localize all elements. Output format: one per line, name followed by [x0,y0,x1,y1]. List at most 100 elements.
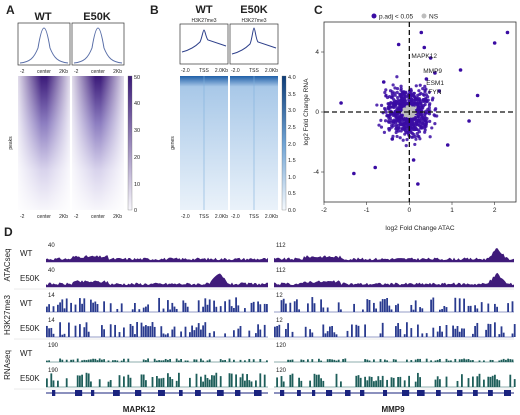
track-bar [300,380,303,387]
panel-d-gene-mmp9: MMP9 [381,405,405,414]
panel-a-tick-wt-2: 2Kb [59,69,68,75]
track-bar [445,307,448,312]
track-bar [419,377,421,387]
panel-c-sig-point [398,136,402,140]
track-bar [116,308,119,312]
gene-model-exon [217,390,224,396]
panel-b-sublabel-wt: H3K27me3 [191,18,216,24]
panel-c-sig-point [397,99,401,103]
track-bar [366,380,369,387]
track-bar [313,303,316,312]
track-bar [463,328,465,337]
track-bar [202,325,204,337]
track-bar [204,374,207,387]
panel-c-sig-point [416,182,420,186]
panel-c-sig-point [383,90,387,95]
track-bar [109,380,112,387]
gene-model-exon [326,390,333,396]
track-bar [390,377,393,387]
track-bar [513,324,516,337]
track-bar [458,298,461,312]
panel-c-sig-point [379,103,384,108]
panel-c-sig-point [373,165,378,170]
track-bar [478,360,481,362]
track-bar [182,300,185,312]
track-bar [461,359,463,362]
track-bar [169,358,171,362]
track-bar [158,297,160,312]
track-bar [487,323,490,337]
track-bar [118,375,121,387]
panel-c-sig-point [416,93,420,97]
panel-c-sig-point [427,106,431,110]
gene-model-exon [135,390,142,396]
track-bar [333,332,336,337]
track-bar [200,358,202,362]
track-bar [63,333,66,337]
track-bar [83,327,86,337]
track-bar [224,301,226,312]
panel-a-cbar-tick-4: 10 [134,182,140,188]
track-bar [90,359,92,362]
panel-c-sig-point [416,114,421,118]
panel-c-sig-point [395,128,399,133]
track-bar [458,331,461,337]
track-bar [320,378,322,387]
track-bar [472,333,474,337]
track-bar [145,380,147,387]
track-bar [96,304,99,312]
panel-a-hm-tick-e50k-2: 2Kb [113,214,122,220]
track-bar [467,378,470,387]
panel-b-sublabel-e50k: H3K27me3 [241,18,266,24]
panel-c-sig-point [384,110,388,114]
track-bar [454,328,457,337]
panel-c-sig-point [415,131,419,136]
track-signal [46,273,268,287]
track-bar [465,359,468,362]
track-bar [320,299,322,312]
track-bar [364,376,366,387]
track-bar [191,325,193,337]
panel-c-sig-point [412,103,416,107]
panel-c-sig-point [425,120,429,124]
track-bar [156,360,158,362]
track-bar [167,359,169,362]
track-bar [248,358,251,362]
panel-c-sig-point [393,93,397,97]
track-bar [61,359,64,362]
track-bar [439,379,441,387]
track-bar [244,380,246,387]
panel-a-heatmap-ylabel: peaks [8,136,14,150]
panel-c-sig-point [392,101,396,105]
panel-d: D ATACseq WT 40 112 E50K 40 112 H3K27me3 WT 14 12 E… [3,225,516,414]
panel-b: B WT E50K H3K27me3 H3K27me3 -2.0 TSS 2.0… [150,3,296,220]
panel-c-sig-point [396,42,401,47]
panel-c-sig-point [417,89,421,93]
panel-c-sig-point [393,121,398,125]
panel-c-sig-point [418,83,422,87]
panel-c-sig-point [419,112,424,116]
track-bar [368,299,371,312]
panel-d-letter: D [4,225,13,239]
track-bar [467,305,470,312]
panel-c-sig-point [417,130,422,134]
track-bar [61,299,64,312]
track-bar [322,380,325,387]
track-row-label: E50K [20,324,40,333]
track-bar [498,380,501,387]
gene-model-exon [297,390,301,396]
track-bar [228,358,231,362]
track-bar [298,309,300,312]
panel-b-tick-wt-0: -2.0 [181,68,190,74]
panel-c-ytick-label: -4 [313,169,319,176]
track-bar [173,306,176,312]
panel-c-sig-point [432,113,436,117]
track-bar [171,302,174,312]
track-bar [282,381,285,387]
track-bar [263,324,266,337]
panel-a-hm-tick-e50k-0: -2 [74,214,79,220]
track-bar [447,360,450,362]
gene-model-exon [402,390,410,396]
panel-c-letter: C [314,3,323,17]
track-bar [494,303,496,312]
